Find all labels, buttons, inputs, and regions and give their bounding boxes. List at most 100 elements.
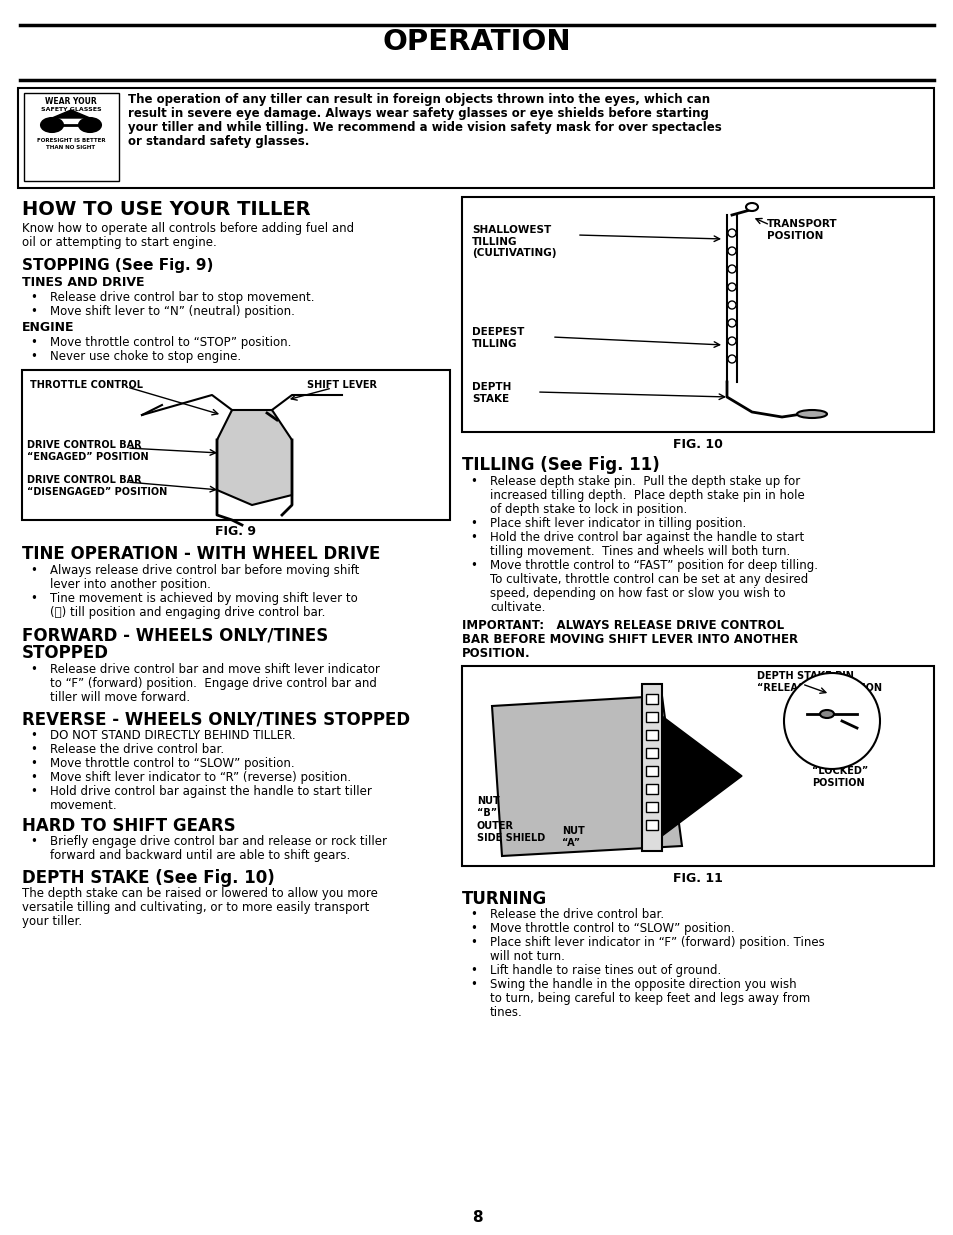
Text: speed, depending on how fast or slow you wish to: speed, depending on how fast or slow you… (490, 587, 785, 600)
FancyBboxPatch shape (18, 88, 933, 188)
Text: or standard safety glasses.: or standard safety glasses. (128, 135, 309, 148)
FancyBboxPatch shape (24, 93, 119, 182)
Text: REVERSE - WHEELS ONLY/TINES STOPPED: REVERSE - WHEELS ONLY/TINES STOPPED (22, 711, 410, 729)
Text: BAR BEFORE MOVING SHIFT LEVER INTO ANOTHER: BAR BEFORE MOVING SHIFT LEVER INTO ANOTH… (461, 634, 798, 646)
Ellipse shape (820, 710, 833, 718)
Text: will not turn.: will not turn. (490, 950, 564, 963)
Text: Always release drive control bar before moving shift: Always release drive control bar before … (50, 564, 359, 577)
FancyBboxPatch shape (461, 198, 933, 432)
Text: Swing the handle in the opposite direction you wish: Swing the handle in the opposite directi… (490, 978, 796, 990)
Text: Place shift lever indicator in tilling position.: Place shift lever indicator in tilling p… (490, 517, 745, 530)
Text: ENGINE: ENGINE (22, 321, 74, 333)
Text: •: • (30, 350, 37, 363)
Text: SHALLOWEST
TILLING
(CULTIVATING): SHALLOWEST TILLING (CULTIVATING) (472, 225, 556, 258)
Text: HARD TO SHIFT GEARS: HARD TO SHIFT GEARS (22, 818, 235, 835)
Text: OPERATION: OPERATION (382, 28, 571, 56)
Text: •: • (470, 978, 476, 990)
Text: (Ⓡ) till position and engaging drive control bar.: (Ⓡ) till position and engaging drive con… (50, 606, 325, 619)
Bar (645, 748, 658, 758)
Text: Release drive control bar to stop movement.: Release drive control bar to stop moveme… (50, 291, 314, 304)
Text: SAFETY GLASSES: SAFETY GLASSES (41, 107, 101, 112)
Text: THROTTLE CONTROL: THROTTLE CONTROL (30, 380, 143, 390)
Text: SHIFT LEVER: SHIFT LEVER (307, 380, 376, 390)
Text: The depth stake can be raised or lowered to allow you more: The depth stake can be raised or lowered… (22, 887, 377, 900)
Text: TINE OPERATION - WITH WHEEL DRIVE: TINE OPERATION - WITH WHEEL DRIVE (22, 545, 380, 563)
Text: DRIVE CONTROL BAR
“ENGAGED” POSITION: DRIVE CONTROL BAR “ENGAGED” POSITION (27, 440, 149, 462)
Text: •: • (470, 936, 476, 948)
Text: your tiller and while tilling. We recommend a wide vision safety mask for over s: your tiller and while tilling. We recomm… (128, 121, 721, 135)
Text: •: • (30, 785, 37, 798)
Circle shape (727, 283, 735, 291)
Polygon shape (641, 684, 661, 851)
Polygon shape (661, 716, 741, 836)
Text: Move shift lever to “N” (neutral) position.: Move shift lever to “N” (neutral) positi… (50, 305, 294, 317)
Text: versatile tilling and cultivating, or to more easily transport: versatile tilling and cultivating, or to… (22, 902, 369, 914)
Text: tilling movement.  Tines and wheels will both turn.: tilling movement. Tines and wheels will … (490, 545, 789, 558)
Text: result in severe eye damage. Always wear safety glasses or eye shields before st: result in severe eye damage. Always wear… (128, 107, 708, 120)
Text: FORWARD - WHEELS ONLY/TINES: FORWARD - WHEELS ONLY/TINES (22, 626, 328, 643)
Text: DEEPEST
TILLING: DEEPEST TILLING (472, 327, 524, 348)
Text: cultivate.: cultivate. (490, 601, 545, 614)
Text: •: • (30, 291, 37, 304)
Bar (645, 802, 658, 811)
Text: •: • (470, 965, 476, 977)
Text: to “F” (forward) position.  Engage drive control bar and: to “F” (forward) position. Engage drive … (50, 677, 376, 690)
Circle shape (727, 337, 735, 345)
Text: Tine movement is achieved by moving shift lever to: Tine movement is achieved by moving shif… (50, 592, 357, 605)
Text: •: • (30, 592, 37, 605)
Text: increased tilling depth.  Place depth stake pin in hole: increased tilling depth. Place depth sta… (490, 489, 804, 501)
Text: •: • (30, 771, 37, 784)
Text: •: • (30, 564, 37, 577)
Polygon shape (216, 410, 292, 505)
Text: FIG. 10: FIG. 10 (673, 438, 722, 451)
Text: •: • (470, 923, 476, 935)
Text: HOW TO USE YOUR TILLER: HOW TO USE YOUR TILLER (22, 200, 311, 219)
Text: •: • (470, 517, 476, 530)
Text: •: • (30, 305, 37, 317)
Text: forward and backward until are able to shift gears.: forward and backward until are able to s… (50, 848, 350, 862)
Text: Move throttle control to “SLOW” position.: Move throttle control to “SLOW” position… (490, 923, 734, 935)
Polygon shape (492, 697, 681, 856)
Text: tines.: tines. (490, 1007, 522, 1019)
Text: The operation of any tiller can result in foreign objects thrown into the eyes, : The operation of any tiller can result i… (128, 93, 709, 106)
Text: •: • (470, 531, 476, 543)
Text: Move shift lever indicator to “R” (reverse) position.: Move shift lever indicator to “R” (rever… (50, 771, 351, 784)
Text: •: • (30, 663, 37, 676)
Ellipse shape (796, 410, 826, 417)
Text: FORESIGHT IS BETTER: FORESIGHT IS BETTER (36, 138, 105, 143)
Bar (645, 784, 658, 794)
Text: Move throttle control to “SLOW” position.: Move throttle control to “SLOW” position… (50, 757, 294, 769)
Text: oil or attempting to start engine.: oil or attempting to start engine. (22, 236, 216, 249)
Text: •: • (30, 757, 37, 769)
Text: Hold the drive control bar against the handle to start: Hold the drive control bar against the h… (490, 531, 803, 543)
Text: TURNING: TURNING (461, 890, 547, 908)
Circle shape (727, 354, 735, 363)
Text: DO NOT STAND DIRECTLY BEHIND TILLER.: DO NOT STAND DIRECTLY BEHIND TILLER. (50, 729, 295, 742)
Text: movement.: movement. (50, 799, 117, 811)
Text: Release the drive control bar.: Release the drive control bar. (50, 743, 224, 756)
Text: Lift handle to raise tines out of ground.: Lift handle to raise tines out of ground… (490, 965, 720, 977)
Bar (645, 730, 658, 740)
Text: Never use choke to stop engine.: Never use choke to stop engine. (50, 350, 241, 363)
Bar (645, 713, 658, 722)
Text: lever into another position.: lever into another position. (50, 578, 211, 592)
Text: Release the drive control bar.: Release the drive control bar. (490, 908, 663, 921)
Bar (645, 694, 658, 704)
Circle shape (727, 247, 735, 254)
Ellipse shape (745, 203, 758, 211)
Text: THAN NO SIGHT: THAN NO SIGHT (47, 144, 95, 149)
Text: DEPTH
STAKE: DEPTH STAKE (472, 382, 511, 404)
Text: TINES AND DRIVE: TINES AND DRIVE (22, 275, 144, 289)
Text: FIG. 11: FIG. 11 (673, 872, 722, 885)
Text: Hold drive control bar against the handle to start tiller: Hold drive control bar against the handl… (50, 785, 372, 798)
Text: Release depth stake pin.  Pull the depth stake up for: Release depth stake pin. Pull the depth … (490, 475, 800, 488)
Text: To cultivate, throttle control can be set at any desired: To cultivate, throttle control can be se… (490, 573, 807, 585)
Ellipse shape (41, 119, 63, 132)
Text: •: • (470, 475, 476, 488)
Text: DEPTH STAKE (See Fig. 10): DEPTH STAKE (See Fig. 10) (22, 869, 274, 887)
Circle shape (727, 228, 735, 237)
Text: Place shift lever indicator in “F” (forward) position. Tines: Place shift lever indicator in “F” (forw… (490, 936, 824, 948)
Text: •: • (470, 559, 476, 572)
Text: to turn, being careful to keep feet and legs away from: to turn, being careful to keep feet and … (490, 992, 809, 1005)
Text: of depth stake to lock in position.: of depth stake to lock in position. (490, 503, 686, 516)
